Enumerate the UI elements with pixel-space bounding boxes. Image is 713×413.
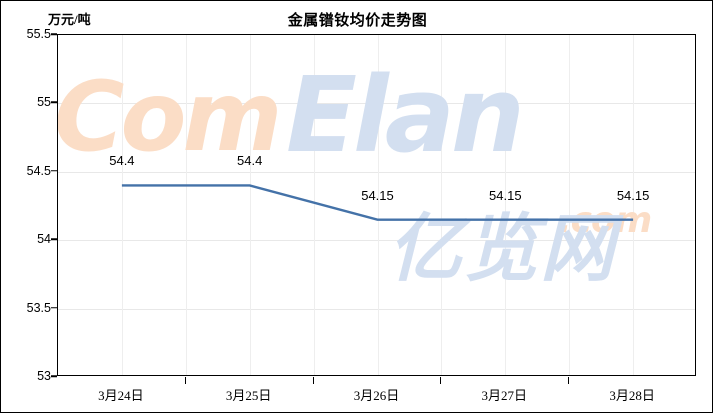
- x-axis-tick-mark: [440, 377, 442, 384]
- data-label: 54.4: [109, 153, 135, 169]
- gridline-vertical: [505, 35, 507, 375]
- x-axis-tick-label: 3月24日: [98, 388, 144, 403]
- gridline-vertical: [441, 35, 443, 375]
- y-axis-tick-mark: [51, 101, 57, 104]
- gridline-vertical: [121, 35, 123, 375]
- y-axis-tick-mark: [51, 306, 57, 309]
- x-axis-tick-mark: [184, 377, 186, 384]
- y-axis-unit-label: 万元/吨: [48, 12, 91, 27]
- x-axis-tick-label: 3月26日: [353, 388, 400, 403]
- y-axis-tick-label: 55: [37, 95, 51, 110]
- plot-area: Com Elan .com 亿览网 54.4 54.4 54.15 54.15 54.1…: [57, 34, 696, 376]
- y-axis-tick-mark: [51, 375, 57, 377]
- y-axis-tick-label: 53: [37, 369, 51, 383]
- y-axis-tick-mark: [51, 170, 57, 172]
- gridline-horizontal: [58, 308, 695, 310]
- gridline-vertical: [633, 35, 635, 375]
- data-label: 54.15: [489, 187, 522, 203]
- data-label: 54.15: [616, 187, 650, 203]
- gridline-vertical: [249, 35, 251, 375]
- data-label: 54.15: [361, 187, 394, 203]
- y-axis-tick-label: 54: [37, 232, 51, 247]
- gridline-horizontal: [58, 171, 695, 173]
- x-axis-ticks: 3月24日 3月25日 3月26日 3月27日 3月28日: [57, 377, 696, 412]
- gridline-horizontal: [58, 240, 695, 242]
- y-axis-tick-label: 53.5: [26, 300, 51, 315]
- gridline-horizontal: [58, 103, 695, 105]
- gridline-vertical: [377, 35, 379, 375]
- gridlines: [58, 35, 695, 375]
- x-axis-tick-label: 3月25日: [225, 388, 272, 403]
- chart-title: 金属镨钕均价走势图: [287, 13, 428, 29]
- x-axis-tick-mark: [312, 377, 314, 384]
- x-axis-tick-mark: [568, 377, 570, 384]
- series-line: [121, 184, 634, 221]
- y-axis-tick-mark: [51, 238, 57, 240]
- x-axis-tick-label: 3月28日: [609, 388, 655, 403]
- y-axis-ticks: 55.5 55 54.5 54 53.5 53: [1, 27, 57, 383]
- y-axis-tick-label: 55.5: [26, 27, 51, 41]
- data-label: 54.4: [237, 153, 263, 169]
- y-axis-tick-label: 54.5: [26, 163, 51, 178]
- gridline-vertical: [569, 35, 571, 375]
- x-axis-tick-label: 3月27日: [481, 388, 528, 403]
- y-axis-tick-mark: [51, 33, 57, 35]
- gridline-vertical: [185, 35, 187, 375]
- gridline-vertical: [313, 35, 315, 375]
